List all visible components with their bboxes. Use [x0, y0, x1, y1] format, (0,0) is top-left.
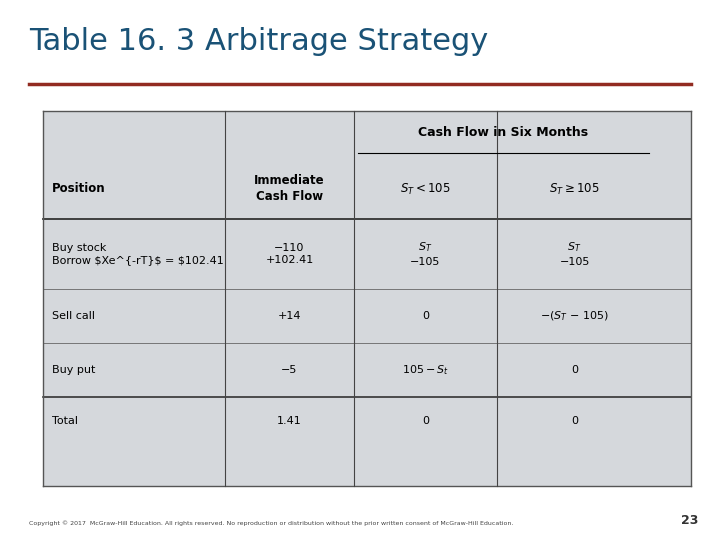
Text: +14: +14: [278, 311, 301, 321]
Text: $S_T \geq 105$: $S_T \geq 105$: [549, 181, 600, 197]
Text: Table 16. 3 Arbitrage Strategy: Table 16. 3 Arbitrage Strategy: [29, 27, 488, 56]
Text: Cash Flow in Six Months: Cash Flow in Six Months: [418, 126, 588, 139]
FancyBboxPatch shape: [43, 111, 691, 486]
Text: Copyright © 2017  McGraw-Hill Education. All rights reserved. No reproduction or: Copyright © 2017 McGraw-Hill Education. …: [29, 521, 513, 526]
Text: −5: −5: [282, 365, 297, 375]
Text: $S_T$
−105: $S_T$ −105: [559, 241, 590, 267]
Text: 0: 0: [571, 365, 578, 375]
Text: 0: 0: [422, 416, 429, 426]
Text: Buy stock
Borrow $Xe^{-rT}$ = $102.41: Buy stock Borrow $Xe^{-rT}$ = $102.41: [52, 242, 224, 265]
Text: 0: 0: [422, 311, 429, 321]
Text: Position: Position: [52, 183, 105, 195]
Text: Sell call: Sell call: [52, 311, 95, 321]
Text: $105 - S_t$: $105 - S_t$: [402, 363, 449, 377]
Text: Immediate
Cash Flow: Immediate Cash Flow: [254, 174, 325, 204]
Text: Buy put: Buy put: [52, 365, 95, 375]
Text: 23: 23: [681, 514, 698, 526]
Text: −110
+102.41: −110 +102.41: [265, 242, 314, 265]
Text: $S_T < 105$: $S_T < 105$: [400, 181, 451, 197]
Text: 0: 0: [571, 416, 578, 426]
Text: −($S_T$ − 105): −($S_T$ − 105): [540, 309, 609, 323]
Text: 1.41: 1.41: [277, 416, 302, 426]
Text: $S_T$
−105: $S_T$ −105: [410, 241, 441, 267]
Text: Total: Total: [52, 416, 78, 426]
